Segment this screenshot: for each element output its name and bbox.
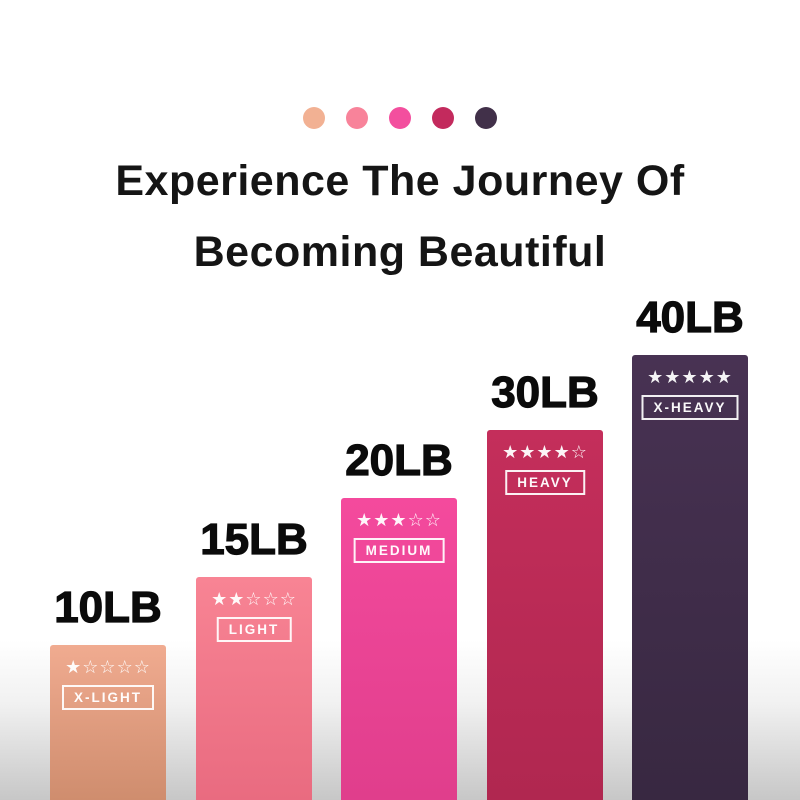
star-rating: ★☆☆☆☆ (65, 657, 151, 678)
star-rating: ★★☆☆☆ (211, 589, 297, 610)
band-label-box: HEAVY (505, 470, 585, 495)
star-rating: ★★★☆☆ (356, 510, 442, 531)
bar-column-light: 15LB ★★☆☆☆ LIGHT (196, 514, 312, 800)
resistance-bar-x-light: ★☆☆☆☆ X-LIGHT (50, 645, 166, 800)
band-label: X-LIGHT (74, 690, 142, 705)
weight-label: 20LB (345, 435, 454, 485)
band-label-box: LIGHT (216, 617, 292, 642)
title-line-2: Becoming Beautiful (193, 228, 607, 276)
resistance-bar-medium: ★★★☆☆ MEDIUM (341, 498, 457, 800)
palette-dot-medium (389, 107, 411, 129)
band-label: X-HEAVY (653, 400, 727, 415)
bar-column-medium: 20LB ★★★☆☆ MEDIUM (341, 435, 457, 800)
palette-dot-heavy (432, 107, 454, 129)
bar-column-heavy: 30LB ★★★★☆ HEAVY (487, 367, 603, 800)
band-label: LIGHT (228, 622, 280, 637)
weight-label: 30LB (491, 367, 600, 417)
resistance-bar-x-heavy: ★★★★★ X-HEAVY (632, 355, 748, 800)
band-label: MEDIUM (365, 543, 433, 558)
palette-dots (0, 107, 800, 129)
star-rating: ★★★★★ (647, 367, 733, 388)
star-rating: ★★★★☆ (502, 442, 588, 463)
weight-label: 40LB (636, 292, 745, 342)
band-label: HEAVY (517, 475, 573, 490)
band-label-box: MEDIUM (353, 538, 445, 563)
band-label-box: X-LIGHT (62, 685, 154, 710)
resistance-bar-light: ★★☆☆☆ LIGHT (196, 577, 312, 800)
palette-dot-x-light (303, 107, 325, 129)
bar-column-x-heavy: 40LB ★★★★★ X-HEAVY (632, 292, 748, 800)
weight-label: 10LB (54, 582, 163, 632)
weight-label: 15LB (200, 514, 309, 564)
palette-dot-x-heavy (475, 107, 497, 129)
page-title: Experience The Journey Of Becoming Beaut… (0, 146, 800, 288)
bar-column-x-light: 10LB ★☆☆☆☆ X-LIGHT (50, 582, 166, 800)
resistance-bar-heavy: ★★★★☆ HEAVY (487, 430, 603, 800)
title-line-1: Experience The Journey Of (115, 157, 685, 205)
band-label-box: X-HEAVY (641, 395, 739, 420)
palette-dot-light (346, 107, 368, 129)
